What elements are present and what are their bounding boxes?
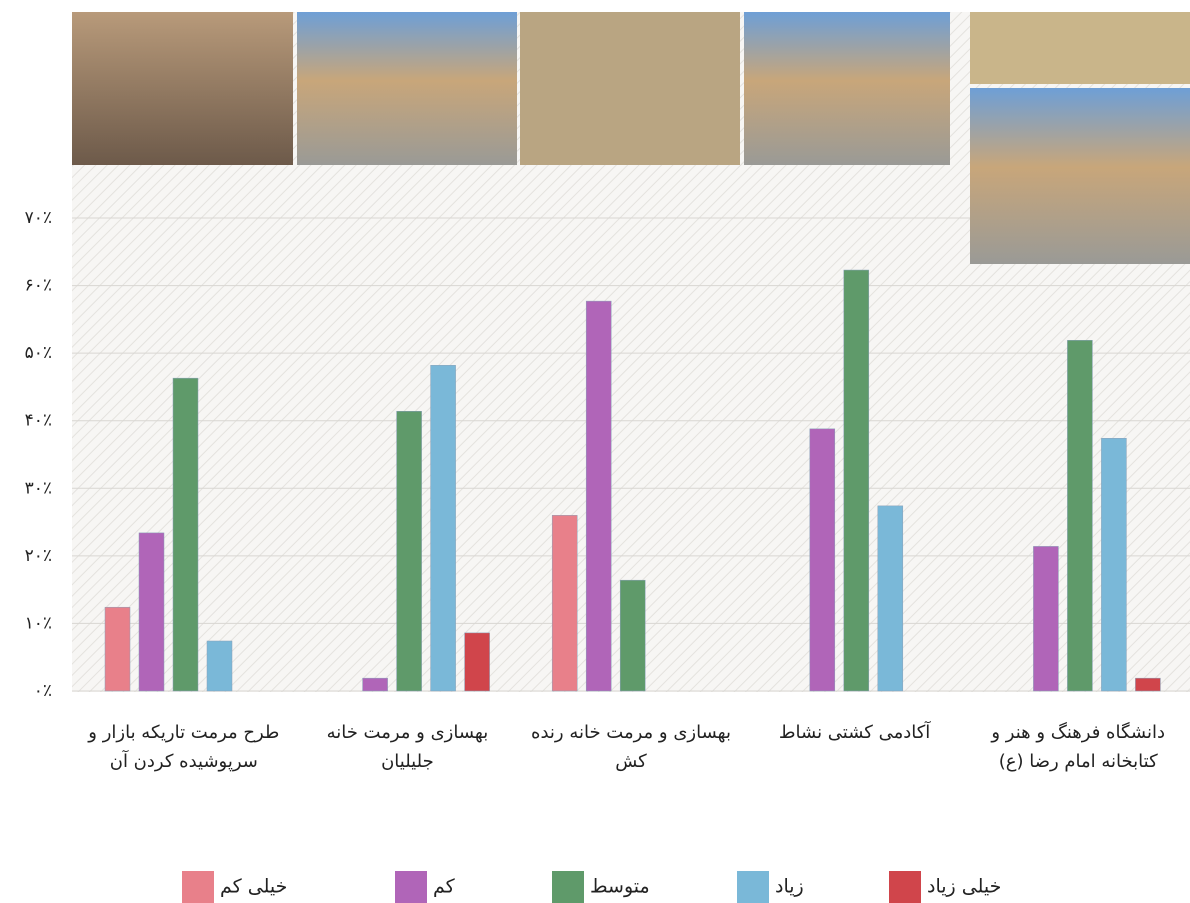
y-tick-label: ۶۰٪ [25, 276, 52, 296]
y-tick-label: ۴۰٪ [25, 411, 52, 431]
bar [397, 411, 422, 691]
photo [970, 12, 1190, 84]
bar [844, 270, 869, 691]
legend-label: کم [433, 876, 456, 898]
bar [207, 641, 232, 691]
bar [173, 378, 198, 691]
bar [105, 607, 130, 691]
bar [552, 515, 577, 691]
photo [297, 12, 517, 165]
photo [970, 88, 1190, 264]
legend-swatch [552, 871, 584, 903]
legend-label: خیلی کم [220, 876, 287, 898]
legend-label: زیاد [775, 876, 804, 898]
legend-swatch [889, 871, 921, 903]
legend-label: خیلی زیاد [927, 876, 1001, 898]
x-tick-label: بهسازی و مرمت خانه رنده کش [526, 718, 736, 776]
y-tick-label: ۳۰٪ [25, 478, 52, 498]
bar [878, 506, 903, 691]
photo [520, 12, 740, 165]
page: ۰٪ ۱۰٪ ۲۰٪ ۳۰٪ ۴۰٪ ۵۰٪ ۶۰٪ ۷۰٪ خیلی کم کم متوسط زیا… [0, 0, 1190, 903]
legend-label: متوسط [590, 876, 650, 898]
legend-swatch [395, 871, 427, 903]
y-tick-label: ۱۰٪ [25, 613, 52, 633]
y-tick-label: ۷۰٪ [25, 208, 52, 228]
legend-swatch [737, 871, 769, 903]
photo [72, 12, 293, 165]
bar [1033, 546, 1058, 691]
x-tick-label: طرح مرمت تاریکه بازار و سرپوشیده کردن آن [79, 718, 289, 776]
bar [620, 580, 645, 691]
x-tick-label: دانشگاه فرهنگ و هنر و کتابخانه امام رضا … [973, 718, 1183, 776]
y-tick-label: ۰٪ [34, 681, 52, 701]
y-tick-label: ۲۰٪ [25, 546, 52, 566]
bar [465, 633, 490, 691]
bar [810, 429, 835, 691]
bar [1101, 438, 1126, 691]
bar [139, 533, 164, 691]
bar [431, 365, 456, 691]
bar [1067, 340, 1092, 691]
bar [586, 301, 611, 691]
x-tick-label: بهسازی و مرمت خانه جلیلیان [302, 718, 512, 776]
photo [744, 12, 950, 165]
bar [1135, 678, 1160, 691]
y-tick-label: ۵۰٪ [25, 343, 52, 363]
legend-swatch [182, 871, 214, 903]
x-tick-label: آکادمی کشتی نشاط [750, 718, 960, 747]
bar [363, 678, 388, 691]
